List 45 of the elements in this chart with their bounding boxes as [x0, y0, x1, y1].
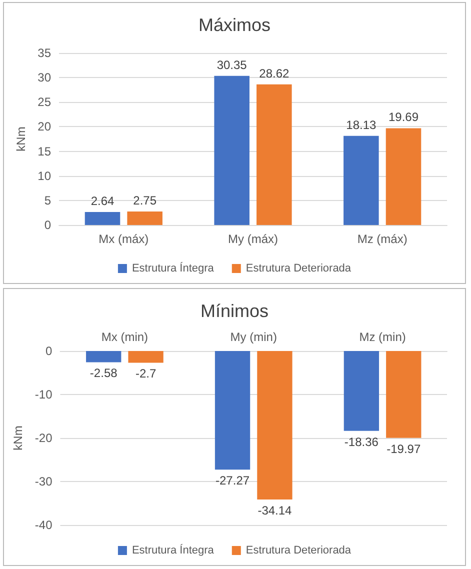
- data-label: 30.35: [216, 58, 248, 72]
- y-axis-title: kNm: [11, 426, 25, 450]
- chart-title: Máximos: [198, 15, 271, 35]
- y-tick-label: -20: [34, 431, 53, 445]
- y-tick-label: -40: [34, 518, 53, 532]
- bar: [127, 211, 162, 225]
- x-tick-label: My (min): [230, 330, 277, 344]
- y-tick-label: 15: [38, 144, 52, 158]
- x-tick-label: Mz (máx): [357, 232, 408, 246]
- x-tick-label: Mz (min): [359, 330, 406, 344]
- y-tick-label: 5: [44, 193, 52, 208]
- data-label: 18.13: [346, 118, 377, 132]
- data-label: -34.14: [258, 504, 292, 518]
- x-tick-label: Mx (min): [101, 330, 148, 344]
- x-tick-label: Mx (máx): [98, 232, 149, 246]
- y-tick-label: 30: [38, 70, 52, 85]
- data-label: -27.27: [216, 474, 250, 488]
- data-label: -18.36: [344, 434, 379, 449]
- y-tick-label: -10: [34, 388, 53, 402]
- data-label: -2.58: [90, 366, 118, 380]
- legend-label: Estrutura Íntegra: [132, 544, 215, 556]
- y-tick-label: 0: [44, 218, 52, 232]
- x-tick-label: My (máx): [228, 232, 278, 246]
- y-tick-label: 20: [38, 120, 52, 134]
- bar: [214, 76, 250, 225]
- data-label: -19.97: [386, 442, 421, 456]
- data-label: 2.75: [133, 193, 157, 208]
- data-label: 28.62: [259, 66, 290, 80]
- data-label: -2.7: [135, 366, 156, 381]
- legend-label: Estrutura Íntegra: [132, 262, 215, 274]
- data-label: 2.64: [90, 194, 115, 208]
- data-label: 19.69: [388, 110, 419, 124]
- bar: [344, 136, 379, 225]
- bar: [256, 84, 292, 225]
- y-tick-label: -30: [34, 474, 53, 488]
- chart-title: Mínimos: [200, 301, 269, 321]
- y-tick-label: 0: [46, 344, 53, 358]
- y-tick-label: 10: [38, 168, 52, 183]
- legend-label: Estrutura Deteriorada: [246, 544, 352, 556]
- legend-label: Estrutura Deteriorada: [246, 262, 352, 274]
- y-tick-label: 25: [38, 95, 52, 110]
- y-tick-label: 35: [38, 46, 52, 60]
- y-axis-title: kNm: [14, 126, 28, 152]
- bar: [386, 128, 422, 225]
- bar: [84, 212, 120, 225]
